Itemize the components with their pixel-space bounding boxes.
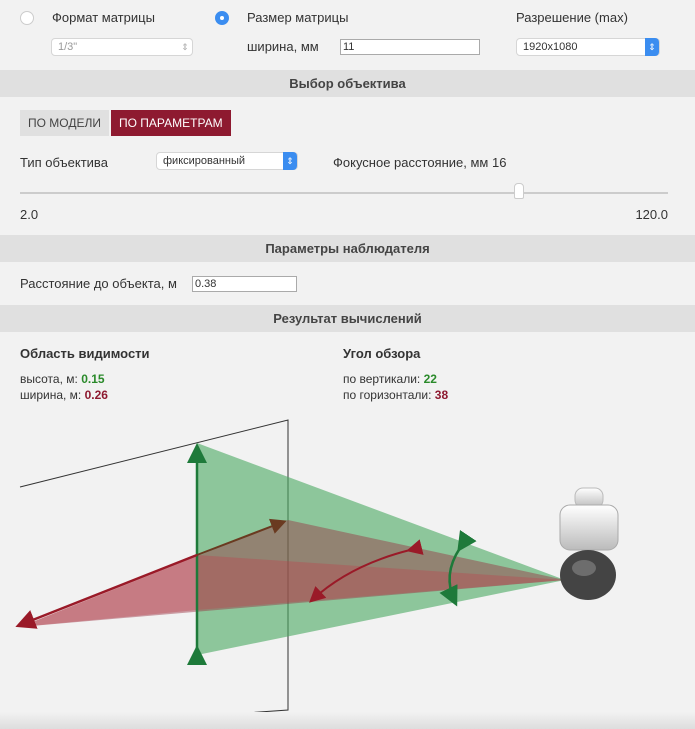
tab-by-params[interactable]: ПО ПАРАМЕТРАМ <box>111 110 231 136</box>
area-title: Область видимости <box>20 346 150 361</box>
focal-slider-track[interactable] <box>20 192 668 194</box>
horizontal-label: по горизонтали: <box>343 388 432 402</box>
format-radio[interactable] <box>20 11 34 25</box>
slider-max: 120.0 <box>635 207 668 222</box>
width-result-value: 0.26 <box>84 388 108 402</box>
width-result-label: ширина, м: <box>20 388 82 402</box>
size-radio[interactable] <box>215 11 229 25</box>
format-value: 1/3" <box>58 41 78 53</box>
width-input[interactable]: 11 <box>340 39 480 55</box>
width-label: ширина, мм <box>247 39 319 54</box>
resolution-value: 1920x1080 <box>523 41 578 53</box>
angle-title: Угол обзора <box>343 346 421 361</box>
lens-type-label: Тип объектива <box>20 155 108 170</box>
focal-label: Фокусное расстояние, мм 16 <box>333 155 507 170</box>
format-select[interactable]: 1/3" ⇕ <box>51 38 193 56</box>
resolution-select[interactable]: 1920x1080 ⇕ <box>516 38 660 56</box>
vertical-angle-arrow <box>439 529 477 607</box>
bottom-fade <box>0 712 695 729</box>
height-label: высота, м: <box>20 372 78 386</box>
chevron-updown-icon: ⇕ <box>181 42 189 52</box>
view-diagram <box>15 419 619 729</box>
focal-slider-thumb[interactable] <box>514 183 524 199</box>
horizontal-angle-arrow <box>309 539 424 603</box>
height-value: 0.15 <box>81 372 105 386</box>
distance-label: Расстояние до объекта, м <box>20 276 177 291</box>
distance-input[interactable]: 0.38 <box>192 276 297 292</box>
dome-camera-icon <box>559 487 619 600</box>
resolution-label: Разрешение (max) <box>516 10 628 25</box>
horizontal-value: 38 <box>434 388 449 402</box>
chevron-updown-icon: ⇕ <box>645 38 659 56</box>
lens-type-select[interactable]: фиксированный ⇕ <box>156 152 298 170</box>
lens-section-header: Выбор объектива <box>0 70 695 97</box>
vertical-label: по вертикали: <box>343 372 421 386</box>
vertical-value: 22 <box>423 372 437 386</box>
horizontal-fov <box>20 520 565 627</box>
result-section-header: Результат вычислений <box>0 305 695 332</box>
tab-by-model[interactable]: ПО МОДЕЛИ <box>20 110 109 136</box>
slider-min: 2.0 <box>20 207 39 222</box>
format-label: Формат матрицы <box>52 10 155 25</box>
size-label: Размер матрицы <box>247 10 349 25</box>
lens-type-value: фиксированный <box>163 155 246 167</box>
chevron-updown-icon: ⇕ <box>283 152 297 170</box>
observer-section-header: Параметры наблюдателя <box>0 235 695 262</box>
width-arrow-right <box>196 518 287 556</box>
width-arrow-left <box>15 553 198 629</box>
